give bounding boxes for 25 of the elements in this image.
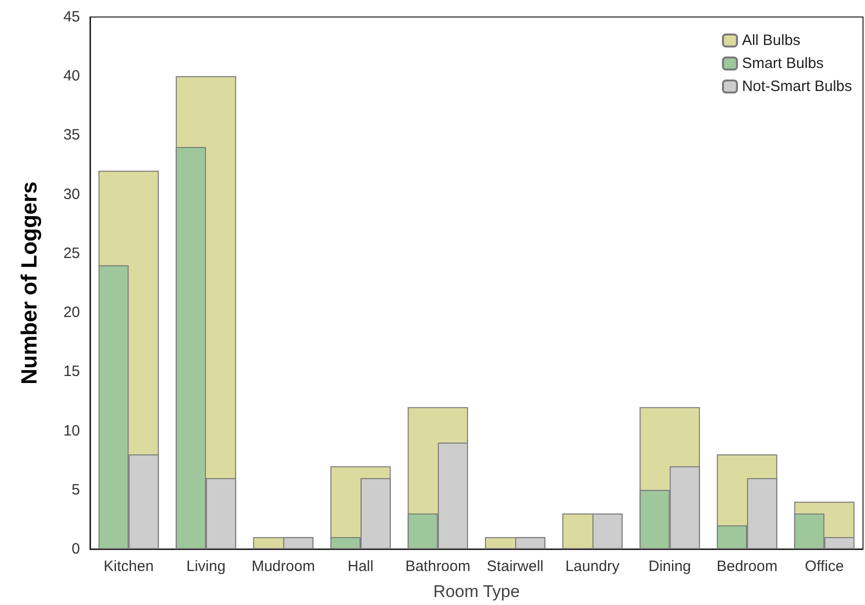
x-tick-label: Stairwell [486, 558, 544, 575]
y-axis-title: Number of Loggers [16, 182, 42, 384]
x-axis-title: Room Type [433, 582, 520, 601]
y-tick-label: 30 [63, 186, 80, 203]
y-tick-label: 15 [63, 363, 80, 380]
x-tick-label: Living [186, 558, 226, 575]
y-tick-label: 5 [72, 481, 80, 498]
y-tick-label: 20 [63, 304, 80, 322]
x-tick-label: Kitchen [104, 558, 154, 575]
x-tick-label: Office [804, 558, 844, 575]
y-tick-label: 45 [63, 8, 80, 26]
x-tick-label: Bathroom [405, 558, 470, 575]
legend-label: Not-Smart Bulbs [742, 78, 852, 95]
y-tick-label: 40 [63, 68, 80, 85]
y-tick-label: 25 [63, 244, 80, 262]
x-tick-label: Mudroom [252, 558, 315, 575]
y-tick-label: 35 [63, 126, 80, 144]
y-tick-label: 0 [72, 540, 80, 558]
y-tick-label: 10 [63, 422, 80, 440]
legend-label: Smart Bulbs [742, 55, 824, 72]
x-tick-label: Laundry [565, 558, 620, 575]
legend-label: All Bulbs [742, 32, 800, 49]
x-tick-label: Bedroom [716, 558, 778, 575]
x-tick-label: Dining [648, 558, 692, 575]
x-tick-label: Hall [348, 558, 374, 575]
